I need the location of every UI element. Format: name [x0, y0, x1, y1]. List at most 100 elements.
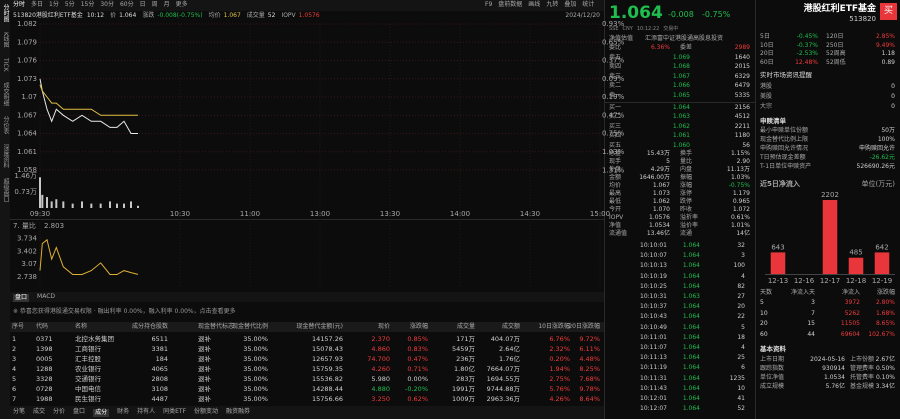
- fund-code: 513820: [849, 15, 876, 23]
- period-tab[interactable]: 月: [163, 1, 170, 8]
- table-cell: 2.75%: [549, 375, 570, 383]
- tick-price: 1.064: [682, 333, 700, 341]
- bottom-tab[interactable]: 成分: [93, 409, 110, 417]
- return-value: 9.49%: [875, 41, 895, 49]
- period-tab[interactable]: 1分: [49, 1, 59, 8]
- tick-time: 10:11:31: [640, 374, 667, 382]
- table-cell: 9744.88万: [486, 385, 520, 393]
- stat-label: 最低: [609, 198, 622, 205]
- return-label: 60日: [760, 58, 774, 66]
- toolbar-item[interactable]: 分价表: [2, 115, 9, 134]
- table-cell: 0.00%: [407, 375, 428, 383]
- period-tab[interactable]: 多日: [31, 1, 44, 8]
- table-cell: 1991万: [451, 385, 475, 393]
- index-name: 汇添富中证港股通高股息投资: [645, 35, 724, 42]
- period-tab[interactable]: 周: [151, 1, 158, 8]
- wei-label: 委差: [680, 44, 693, 51]
- header-field: 均价: [208, 12, 221, 19]
- pane-tab[interactable]: MACD: [37, 293, 56, 300]
- bar: [822, 200, 838, 274]
- x-tick-label: 13:00: [310, 210, 330, 218]
- stat-label: 振幅: [680, 174, 693, 181]
- basic-value: 0.50%: [875, 365, 895, 372]
- stat-label: 昨收: [680, 206, 693, 213]
- tool[interactable]: 叠加: [564, 1, 577, 8]
- table-cell: 退补: [198, 345, 211, 353]
- period-tab[interactable]: 60分: [119, 1, 134, 8]
- header-field: IOPV: [281, 12, 296, 19]
- bottom-tab[interactable]: 分价: [53, 408, 66, 415]
- y-tick-label: 2.738: [17, 273, 37, 281]
- period-tab[interactable]: 5分: [64, 1, 75, 8]
- book-label: 买五: [609, 141, 622, 149]
- flow-cell: 102.67%: [868, 330, 895, 338]
- basic-value: 3.34亿: [875, 383, 895, 390]
- table-cell: 8.64%: [579, 395, 600, 403]
- volume-bar: [123, 203, 125, 208]
- buy-button[interactable]: 买: [883, 6, 894, 16]
- table-cell: 14157.26: [311, 335, 343, 343]
- book-volume: 4512: [734, 113, 750, 121]
- tool[interactable]: 盘前数据: [498, 1, 523, 8]
- bottom-tab[interactable]: 持有人: [137, 408, 156, 415]
- table-cell: 35.00%: [243, 375, 268, 383]
- volume-bar: [109, 201, 111, 208]
- tool[interactable]: 统计: [582, 1, 595, 8]
- bottom-tab[interactable]: 份额变动: [194, 408, 219, 415]
- period-tab[interactable]: 更多: [175, 1, 188, 8]
- toolbar-item[interactable]: 超级盘口: [2, 177, 9, 202]
- return-label: 120日: [826, 33, 844, 40]
- tick-price: 1.064: [682, 344, 700, 351]
- y2-tick-label: 0.37%: [602, 57, 625, 65]
- toolbar-item[interactable]: TICK: [2, 57, 9, 72]
- bottom-tab[interactable]: 同类ETF: [163, 408, 187, 415]
- tick-time: 10:10:01: [640, 242, 667, 249]
- table-cell: 1: [12, 335, 17, 343]
- period-tab[interactable]: 日: [139, 1, 146, 8]
- bottom-tab[interactable]: 分笔: [13, 408, 26, 415]
- tool[interactable]: F9: [485, 1, 493, 8]
- return-value: 12.48%: [795, 58, 818, 66]
- table-cell: 0.62%: [407, 395, 428, 403]
- return-label: 250日: [826, 41, 844, 49]
- pane-tab[interactable]: 盘口: [13, 294, 30, 302]
- bottom-tab[interactable]: 融资融券: [226, 408, 251, 415]
- bar-label: 2202: [821, 191, 839, 199]
- stat-value: 0.61%: [730, 214, 750, 221]
- buy-button-bg[interactable]: [880, 3, 897, 20]
- header-field: 1.064: [119, 12, 137, 19]
- redemption-label: T日预估现金差额: [760, 154, 806, 161]
- tool[interactable]: 画线: [528, 1, 541, 8]
- volume-bar: [62, 201, 65, 208]
- table-cell: 171万: [456, 335, 475, 343]
- toolbar-item[interactable]: 深度资料: [2, 143, 9, 168]
- table-header: 成交量: [456, 323, 475, 330]
- bottom-tab[interactable]: 盘口: [73, 408, 86, 415]
- tick-volume: 52: [737, 405, 745, 413]
- stat-label: 换手: [680, 150, 693, 157]
- toolbar-item[interactable]: 分时图: [2, 4, 9, 22]
- tick-price: 1.064: [682, 364, 700, 372]
- stat-value: 2.90: [736, 158, 750, 165]
- period-tab[interactable]: 30分: [100, 1, 114, 8]
- bottom-tab[interactable]: 成交: [33, 408, 46, 415]
- bottom-tab[interactable]: 财务: [117, 408, 130, 415]
- table-cell: 2.32%: [549, 345, 570, 353]
- table-cell: 2.64亿: [499, 345, 520, 353]
- stat-value: 14亿: [736, 230, 750, 237]
- toolbar-item[interactable]: K线图: [2, 32, 9, 48]
- y-tick-label: 1.067: [17, 111, 37, 119]
- table-cell: 中国电信: [75, 385, 101, 393]
- toolbar-item[interactable]: 成交明细: [2, 81, 9, 106]
- table-header: 现金替代标志: [198, 323, 235, 330]
- period-tab[interactable]: 分时: [13, 1, 26, 8]
- last-price: 1.064: [609, 3, 663, 23]
- index-label: 净值估值: [609, 35, 634, 42]
- table-cell: 3328: [36, 375, 53, 383]
- tool[interactable]: 九转: [546, 1, 559, 8]
- flow-cell: 5262: [844, 309, 860, 317]
- period-tab[interactable]: 15分: [80, 1, 95, 8]
- tick-time: 10:10:37: [640, 303, 667, 311]
- wei-label: 委比: [609, 44, 622, 51]
